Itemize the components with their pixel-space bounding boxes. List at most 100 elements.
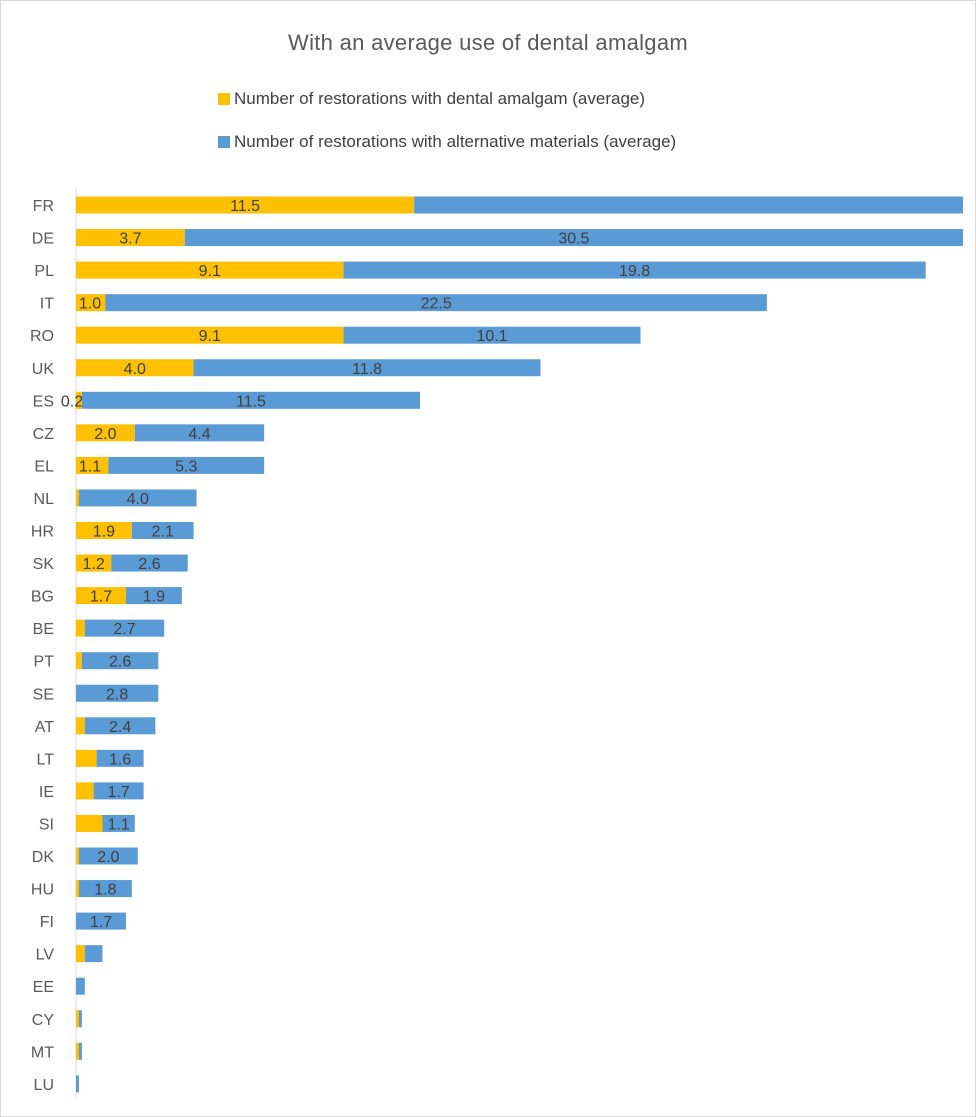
bar-amalgam	[76, 391, 82, 409]
bar-alternative	[81, 652, 159, 670]
data-label-amalgam: 3.7	[119, 231, 141, 248]
data-label-alternative: 4.0	[127, 491, 149, 508]
bar-alternative	[134, 424, 265, 442]
data-label-amalgam: 0.2	[61, 393, 83, 410]
category-tick-label: EL	[34, 458, 54, 475]
bar-amalgam	[76, 619, 85, 637]
data-label-alternative: 2.1	[152, 524, 174, 541]
bar-amalgam	[76, 522, 132, 539]
bar-alternative	[125, 587, 182, 605]
bar-amalgam	[76, 652, 82, 670]
data-label-amalgam: 2.0	[94, 426, 116, 443]
category-tick-label: UK	[32, 361, 55, 378]
bar-amalgam	[76, 229, 185, 247]
data-label-amalgam: 4.0	[124, 361, 146, 378]
bar-amalgam	[76, 489, 79, 507]
bar-alternative	[84, 945, 103, 963]
data-label-alternative: 5.3	[175, 458, 197, 475]
legend-swatch-amalgam	[218, 93, 230, 105]
bar-amalgam	[76, 782, 94, 800]
bar-amalgam	[76, 424, 135, 442]
data-label-amalgam: 9.1	[199, 328, 221, 345]
category-tick-label: PL	[34, 263, 54, 280]
bar-alternative	[108, 456, 265, 474]
bar-alternative	[343, 326, 641, 344]
data-label-alternative: 11.8	[352, 361, 382, 378]
category-tick-label: NL	[34, 491, 55, 508]
bar-alternative	[78, 489, 197, 507]
category-tick-label: MT	[31, 1044, 54, 1061]
legend-label-amalgam: Number of restorations with dental amalg…	[234, 89, 646, 108]
data-label-alternative: 1.7	[108, 784, 130, 801]
bar-amalgam	[76, 554, 112, 572]
data-label-alternative: 2.7	[113, 621, 135, 638]
category-tick-label: DE	[32, 231, 54, 248]
bar-alternative	[78, 1042, 82, 1060]
data-label-amalgam: 1.9	[93, 524, 115, 541]
bar-amalgam	[76, 945, 85, 963]
bar-alternative	[414, 196, 964, 214]
bar-amalgam	[76, 749, 97, 767]
bar-alternative	[81, 391, 420, 409]
bar-amalgam	[76, 294, 106, 312]
category-tick-label: SK	[33, 556, 55, 573]
category-tick-label: PT	[34, 654, 55, 671]
category-tick-label: CY	[32, 1012, 55, 1029]
bar-amalgam	[76, 717, 85, 735]
category-tick-label: LT	[37, 751, 55, 768]
bar-amalgam	[76, 587, 126, 605]
bar-alternative	[84, 619, 165, 637]
category-tick-label: FR	[33, 198, 54, 215]
data-label-amalgam: 9.1	[199, 263, 221, 280]
data-label-alternative: 22.5	[421, 296, 452, 313]
data-label-amalgam: 1.7	[90, 589, 112, 606]
legend-entry-amalgam: Number of restorations with dental amalg…	[218, 87, 645, 111]
bar-amalgam	[76, 261, 344, 279]
data-label-alternative: 2.6	[138, 556, 160, 573]
bar-alternative	[78, 880, 132, 898]
category-tick-label: LU	[34, 1077, 54, 1094]
legend-entry-alternative: Number of restorations with alternative …	[218, 130, 676, 154]
bar-amalgam	[76, 814, 103, 832]
data-label-amalgam: 1.1	[79, 458, 101, 475]
bar-amalgam	[76, 359, 194, 377]
data-label-alternative: 1.1	[108, 816, 130, 833]
bar-alternative	[111, 554, 188, 572]
category-tick-label: CZ	[33, 426, 55, 443]
data-label-amalgam: 1.0	[79, 296, 101, 313]
legend-label-alternative: Number of restorations with alternative …	[234, 132, 677, 151]
data-label-amalgam: 1.2	[83, 556, 105, 573]
bar-alternative	[102, 814, 135, 832]
bar-amalgam	[76, 880, 79, 898]
bar-alternative	[193, 359, 541, 377]
bar-alternative	[76, 1075, 79, 1093]
data-label-alternative: 30.5	[558, 231, 589, 248]
bar-alternative	[76, 684, 159, 702]
bar-alternative	[105, 294, 767, 312]
data-label-amalgam: 11.5	[230, 198, 260, 215]
bar-amalgam	[76, 1042, 79, 1060]
category-tick-label: BG	[31, 589, 54, 606]
data-label-alternative: 2.6	[109, 654, 131, 671]
data-label-alternative: 2.4	[109, 719, 131, 736]
category-tick-label: HU	[31, 882, 54, 899]
bar-alternative	[76, 912, 126, 930]
bar-alternative	[93, 782, 144, 800]
category-tick-label: RO	[30, 328, 54, 345]
data-label-alternative: 1.7	[90, 914, 112, 931]
category-tick-label: ES	[33, 393, 54, 410]
bar-alternative	[131, 522, 194, 539]
category-tick-label: SE	[33, 686, 54, 703]
data-label-alternative: 10.1	[476, 328, 507, 345]
bar-alternative	[184, 229, 963, 247]
bar-amalgam	[76, 196, 415, 214]
bar-amalgam	[76, 847, 79, 865]
bar-alternative	[84, 717, 156, 735]
bar-alternative	[78, 847, 138, 865]
category-tick-label: BE	[33, 621, 54, 638]
chart-title: With an average use of dental amalgam	[288, 30, 688, 55]
data-label-alternative: 2.0	[97, 849, 119, 866]
category-tick-label: AT	[35, 719, 54, 736]
category-tick-label: SI	[39, 816, 54, 833]
